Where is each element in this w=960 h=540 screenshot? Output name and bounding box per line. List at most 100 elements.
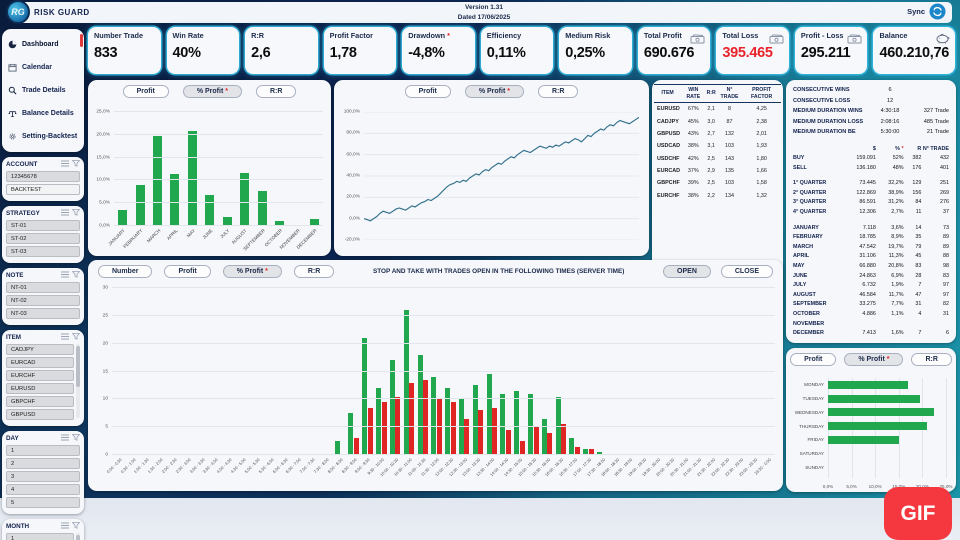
y-tick: 30 (102, 285, 108, 291)
time-toggle--profit[interactable]: % Profit * (222, 265, 282, 278)
filter-item[interactable]: GBPCHF (6, 396, 74, 407)
list-icon[interactable] (61, 209, 69, 218)
filter-item[interactable]: EURCHF (6, 370, 74, 381)
x-tick: JUNE (201, 228, 214, 241)
stats-cell: 73.445 (859, 180, 876, 187)
scrollbar[interactable] (76, 344, 80, 418)
sidebar-item-calendar[interactable]: Calendar (5, 56, 81, 79)
monthly-toggle--profit[interactable]: % Profit * (182, 85, 242, 98)
item-table-cell: 3,1 (707, 143, 715, 150)
time-toggle-number[interactable]: Number (98, 265, 153, 278)
streak-row: MEDIUM DURATION LOSS 2:08:16 485 Trade (793, 119, 949, 125)
filter-item[interactable]: 1 (6, 533, 74, 540)
filter-item[interactable]: 1 (6, 445, 80, 456)
clear-filter-icon[interactable] (71, 333, 81, 342)
time-toggle-r:r[interactable]: R:R (293, 265, 335, 278)
sidebar-item-dashboard[interactable]: Dashboard (5, 33, 81, 56)
time-slot (347, 288, 361, 455)
clear-filter-icon[interactable] (71, 271, 81, 280)
bar-slot (201, 112, 218, 226)
stats-cell: 89 (942, 243, 949, 250)
bar-slot (236, 112, 253, 226)
stats-cell: 83 (915, 263, 922, 270)
stats-cell: 251 (939, 180, 949, 187)
filter-item[interactable]: EURCAD (6, 357, 74, 368)
filter-panels: ACCOUNT 12345678 BACKTEST STRATEGY ST-01 ST-0… (2, 157, 84, 540)
monthly-toggle-profit[interactable]: Profit (122, 85, 169, 98)
weekday-toggle-r:r[interactable]: R:R (911, 353, 952, 366)
filter-item[interactable]: EURUSD (6, 383, 74, 394)
time-slot (112, 288, 126, 455)
weekday-row: FRIDAY (807, 433, 946, 447)
weekday-toggle-profit[interactable]: Profit (790, 353, 837, 366)
scrollbar-thumb[interactable] (76, 535, 80, 540)
equity-toggle-profit[interactable]: Profit (404, 85, 451, 98)
time-side-close[interactable]: CLOSE (720, 265, 773, 278)
kpi-label: Profit Factor (329, 31, 374, 40)
time-bars (112, 288, 775, 455)
stats-row: SEPTEMBER 33.275 7,7% 31 82 (793, 301, 949, 307)
time-toggle-profit[interactable]: Profit (164, 265, 211, 278)
nav-scroll-indicator[interactable] (80, 34, 83, 47)
filter-item[interactable]: ST-03 (6, 246, 80, 257)
weekday-bar (828, 435, 899, 444)
filter-item[interactable]: NT-01 (6, 282, 80, 293)
filter-item[interactable]: ST-01 (6, 220, 80, 231)
time-side-open[interactable]: OPEN (663, 265, 711, 278)
filter-item[interactable]: 5 (6, 497, 80, 508)
filter-item[interactable]: 2 (6, 458, 80, 469)
clear-filter-icon[interactable] (71, 522, 81, 531)
filter-group-day: DAY 1 2 3 4 5 (2, 431, 84, 514)
item-table-cell: GBPCHF (657, 180, 680, 187)
kpi-card: Medium Risk 0,25% (559, 27, 632, 74)
y-tick: 20,0% (96, 132, 110, 138)
filter-item[interactable]: BACKTEST (6, 184, 80, 195)
list-icon[interactable] (61, 271, 69, 280)
filter-title: ACCOUNT (6, 161, 38, 168)
kpi-card: Balance 460.210,76 (873, 27, 956, 74)
filter-item[interactable]: 12345678 (6, 171, 80, 182)
monthly-toggle-r:r[interactable]: R:R (255, 85, 297, 98)
sync-button[interactable]: Sync (907, 3, 946, 20)
kpi-card: Total Profit 690.676 (637, 27, 711, 74)
kpi-value: 40% (172, 45, 201, 61)
clear-filter-icon[interactable] (71, 434, 81, 443)
scrollbar-thumb[interactable] (76, 346, 80, 387)
scrollbar[interactable] (76, 533, 80, 540)
take-bar (528, 393, 534, 455)
sidebar-item-balance-details[interactable]: Balance Details (5, 102, 81, 125)
streak-row: CONSECUTIVE WINS 6 (793, 87, 949, 93)
list-icon[interactable] (61, 160, 69, 169)
list-icon[interactable] (61, 333, 69, 342)
sidebar-item-setting-backtest[interactable]: Setting-Backtest (5, 125, 81, 148)
item-table-cell: 135 (724, 168, 734, 175)
kpi-value: 1,78 (329, 45, 357, 61)
stats-cell: 31 (942, 311, 949, 317)
streak-trades: 21 Trade (926, 129, 949, 135)
stats-cell: 6.732 (862, 282, 876, 289)
filter-item[interactable]: ST-02 (6, 233, 80, 244)
kpi-value: 690.676 (643, 45, 695, 61)
y-tick: 5,0% (99, 200, 110, 206)
clear-filter-icon[interactable] (71, 209, 81, 218)
cash-icon (847, 31, 862, 49)
gif-badge[interactable]: GIF (884, 487, 952, 540)
filter-item[interactable]: NT-02 (6, 295, 80, 306)
monthly-profit-chart-card: Profit % Profit * R:R 0,0% 5,0% 10,0% 15,0% 20… (88, 80, 331, 256)
stats-cell: DECEMBER (793, 330, 824, 337)
weekday-toggle--profit[interactable]: % Profit * (844, 353, 904, 366)
filter-item[interactable]: 4 (6, 484, 80, 495)
list-icon[interactable] (61, 434, 69, 443)
filter-items: 123456 (6, 533, 80, 540)
clear-filter-icon[interactable] (71, 160, 81, 169)
sync-icon[interactable] (929, 3, 946, 20)
equity-toggle--profit[interactable]: % Profit * (464, 85, 524, 98)
filter-item[interactable]: NT-03 (6, 308, 80, 319)
list-icon[interactable] (61, 522, 69, 531)
filter-item[interactable]: CADJPY (6, 344, 74, 355)
stats-cell: NOVEMBER (793, 320, 825, 327)
sidebar-item-trade-details[interactable]: Trade Details (5, 79, 81, 102)
filter-item[interactable]: 3 (6, 471, 80, 482)
equity-toggle-r:r[interactable]: R:R (537, 85, 579, 98)
filter-item[interactable]: GBPUSD (6, 409, 74, 420)
